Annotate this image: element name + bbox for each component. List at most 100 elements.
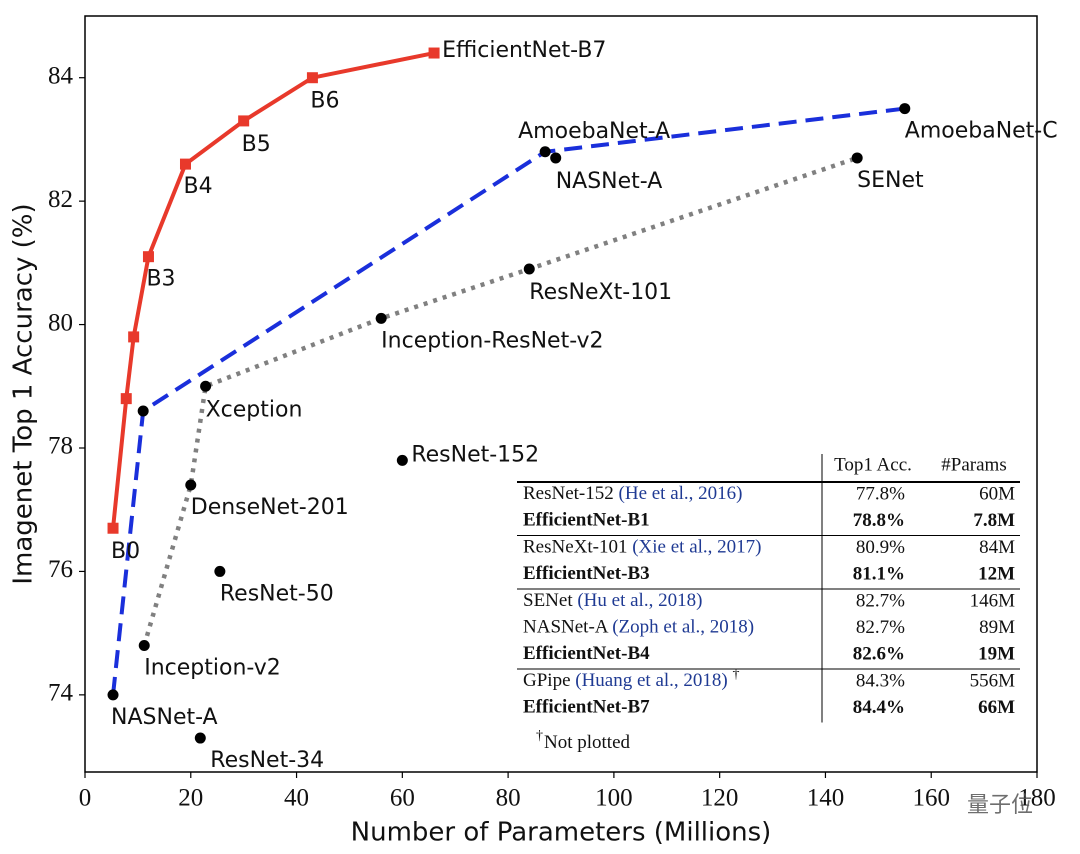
y-tick-label: 84 [48, 62, 74, 89]
point-label: EfficientNet-B7 [442, 38, 606, 63]
point-label: NASNet-A [111, 705, 218, 730]
table-header: #Params [941, 454, 1006, 475]
point-label: B6 [310, 89, 339, 114]
point-label: B5 [242, 132, 271, 157]
x-tick-label: 120 [701, 785, 739, 812]
model-name: ResNet-152 [523, 483, 614, 504]
table-params: 89M [979, 617, 1015, 638]
table-model: EfficientNet-B7 [523, 697, 650, 718]
watermark: 量子位 [967, 793, 1033, 818]
x-tick-label: 40 [284, 785, 309, 812]
marker [137, 405, 149, 417]
x-tick-label: 0 [79, 785, 92, 812]
citation: (Huang et al., 2018) [575, 670, 727, 691]
y-axis-label: Imagenet Top 1 Accuracy (%) [9, 203, 39, 584]
model-name: GPipe [523, 670, 571, 691]
marker [200, 380, 212, 392]
table-acc: 82.7% [856, 590, 905, 611]
y-tick-label: 82 [48, 186, 73, 213]
table-params: 66M [978, 697, 1015, 718]
point-label: SENet [857, 168, 924, 193]
marker [142, 251, 154, 263]
marker [120, 393, 132, 405]
marker [238, 115, 250, 127]
model-name: NASNet-A [523, 617, 609, 638]
point-label: NASNet-A [556, 169, 663, 194]
marker [550, 152, 562, 164]
point-label: DenseNet-201 [191, 495, 349, 520]
inset-table: Top1 Acc. #Params ResNet-152 (He et al., 2… [513, 452, 1024, 753]
x-tick-label: 20 [178, 785, 203, 812]
point-label: AmoebaNet-C [905, 119, 1058, 144]
table-model: EfficientNet-B4 [523, 643, 650, 664]
table-acc: 80.9% [856, 537, 905, 558]
dagger: † [732, 667, 739, 682]
table-acc: 84.4% [853, 697, 905, 718]
table-model: SENet (Hu et al., 2018) [523, 590, 702, 611]
table-acc: 82.7% [856, 617, 905, 638]
y-tick-label: 74 [48, 680, 74, 707]
marker [107, 689, 119, 701]
x-tick-label: 80 [496, 785, 521, 812]
model-name: EfficientNet-B4 [523, 643, 650, 664]
table-model: NASNet-A (Zoph et al., 2018) [523, 617, 754, 638]
table-acc: 78.8% [853, 510, 905, 531]
table-model: ResNet-152 (He et al., 2016) [523, 483, 743, 504]
model-name: EfficientNet-B3 [523, 563, 650, 584]
marker [107, 522, 119, 534]
plot-frame [84, 15, 1038, 773]
table-acc: 84.3% [856, 670, 905, 691]
marker [214, 565, 226, 577]
marker [128, 331, 140, 343]
point-label: ResNet-34 [210, 748, 324, 773]
table-acc: 82.6% [853, 643, 905, 664]
table-params: 12M [978, 563, 1015, 584]
marker [396, 454, 408, 466]
table-params: 556M [970, 670, 1016, 691]
table-params: 60M [979, 483, 1015, 504]
point-label: B3 [146, 267, 175, 292]
marker [539, 146, 551, 158]
table-model: ResNeXt-101 (Xie et al., 2017) [523, 537, 762, 558]
model-name: ResNeXt-101 [523, 537, 627, 558]
table-model: GPipe (Huang et al., 2018) † [523, 667, 739, 691]
marker [375, 312, 387, 324]
table-params: 7.8M [973, 510, 1015, 531]
y-tick-label: 80 [48, 309, 73, 336]
x-tick-label: 140 [807, 785, 845, 812]
marker [138, 639, 150, 651]
x-tick-label: 160 [912, 785, 950, 812]
marker [179, 158, 191, 170]
y-tick-label: 76 [48, 556, 73, 583]
x-tick-label: 60 [390, 785, 415, 812]
table-model: EfficientNet-B3 [523, 563, 650, 584]
point-label: Xception [206, 397, 303, 422]
marker [194, 732, 206, 744]
footnote-mark: † [536, 729, 543, 744]
citation: (He et al., 2016) [619, 483, 743, 504]
y-tick-label: 78 [48, 433, 73, 460]
marker [899, 103, 911, 115]
series-line [111, 51, 435, 529]
x-axis-label: Number of Parameters (Millions) [351, 818, 772, 848]
citation: (Xie et al., 2017) [632, 537, 761, 558]
table-params: 84M [979, 537, 1015, 558]
marker [185, 479, 197, 491]
table-acc: 81.1% [853, 563, 905, 584]
table-model: EfficientNet-B1 [523, 510, 650, 531]
footnote: Not plotted [544, 732, 631, 753]
marker [428, 47, 440, 59]
point-label: B4 [183, 174, 212, 199]
marker [523, 263, 535, 275]
series-line [142, 155, 858, 647]
marker [306, 72, 318, 84]
table-header: Top1 Acc. [834, 454, 912, 475]
table-params: 146M [970, 590, 1016, 611]
model-name: EfficientNet-B7 [523, 697, 650, 718]
table-bg [513, 452, 1024, 748]
x-tick-label: 180 [1018, 785, 1056, 812]
point-label: Inception-v2 [144, 655, 281, 680]
marker [851, 152, 863, 164]
point-label: Inception-ResNet-v2 [381, 328, 603, 353]
